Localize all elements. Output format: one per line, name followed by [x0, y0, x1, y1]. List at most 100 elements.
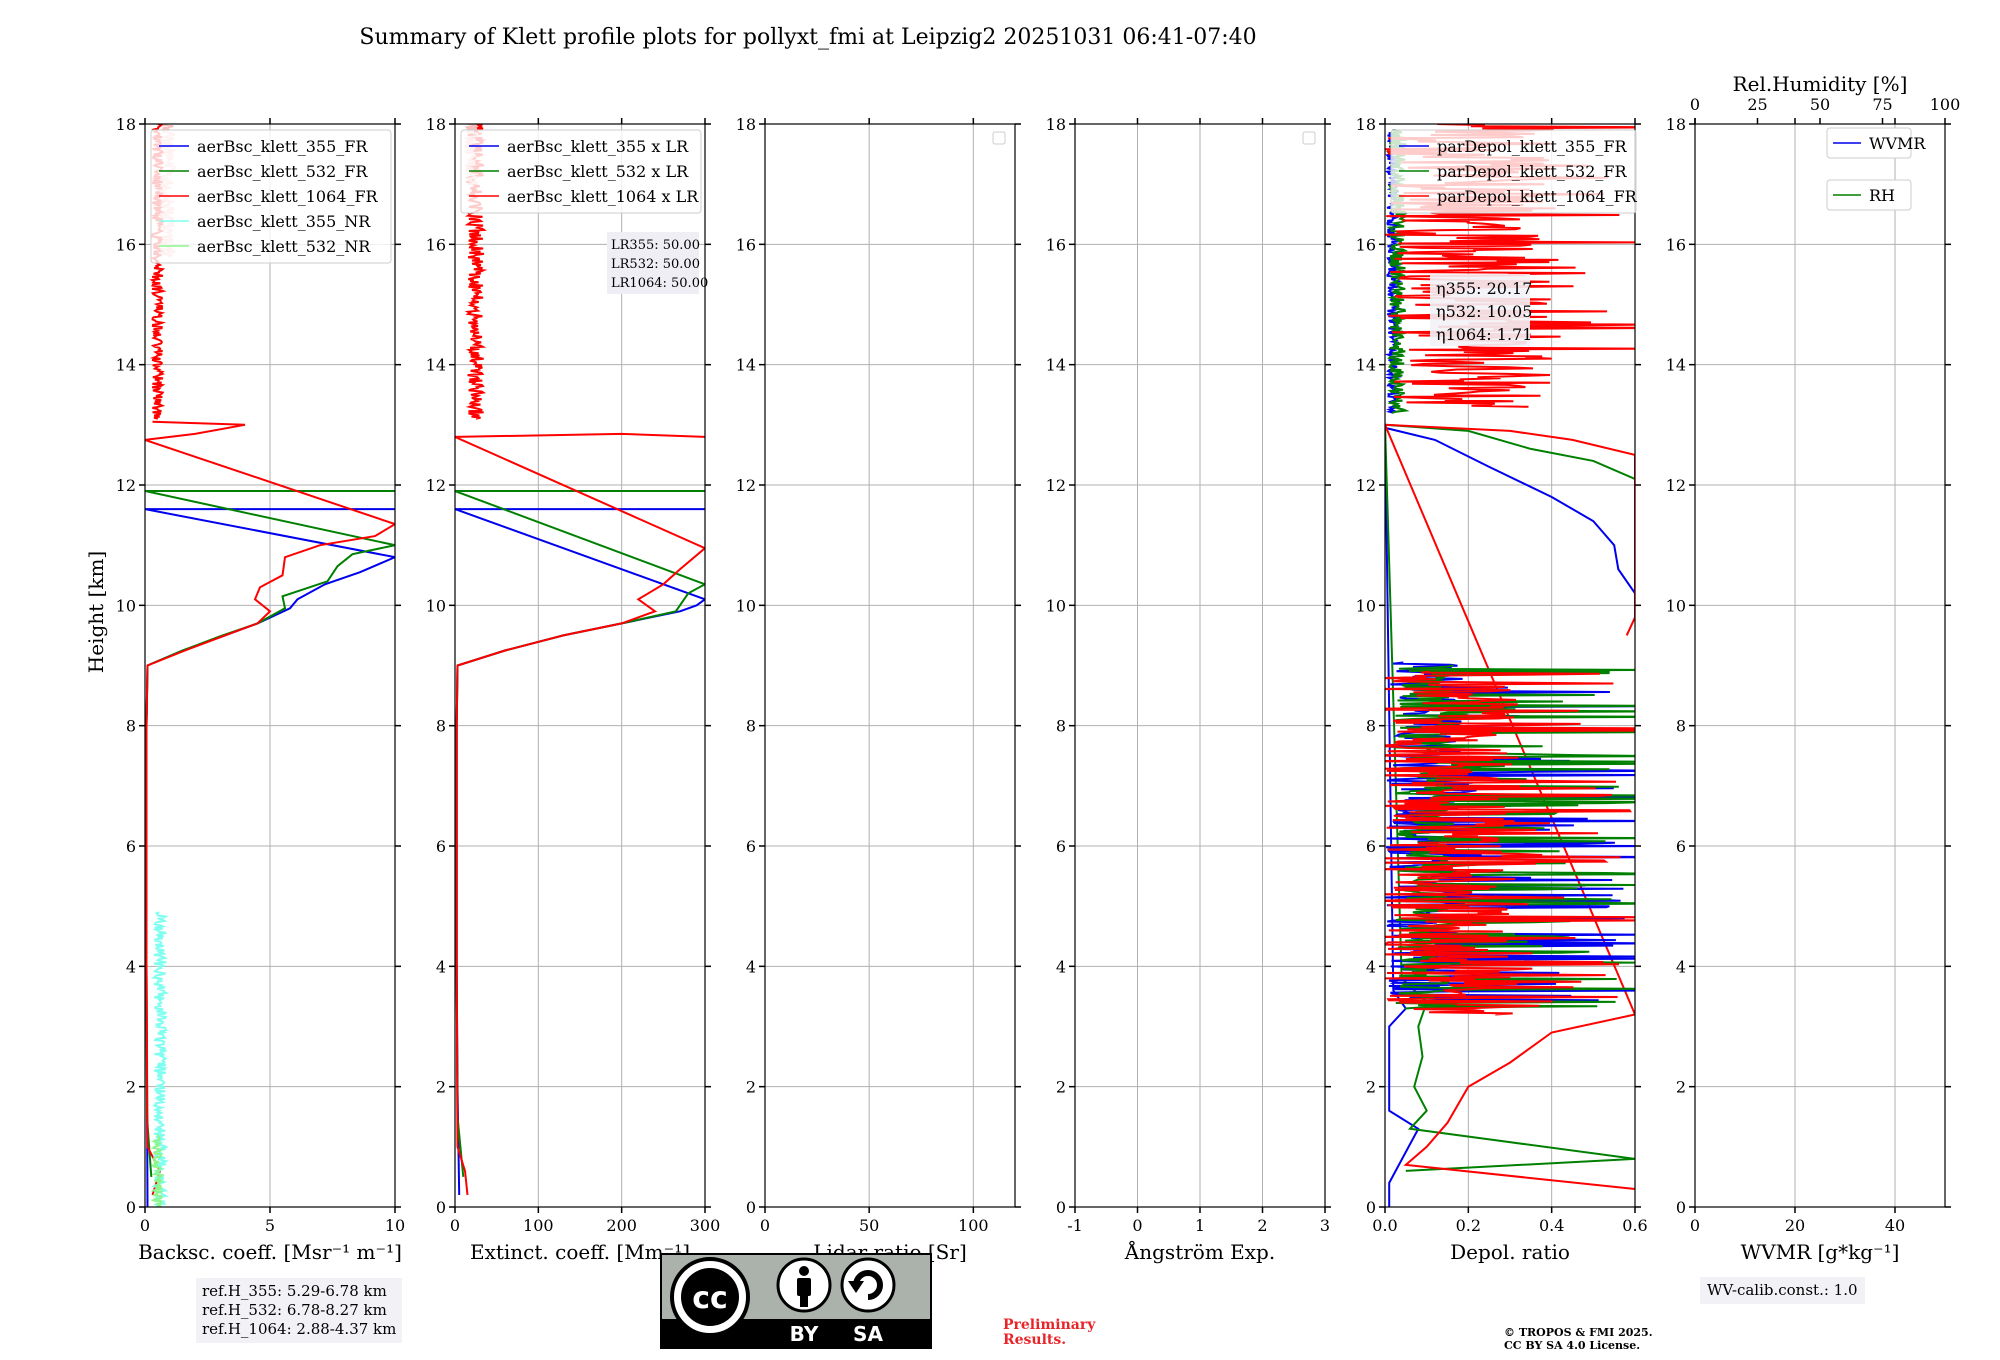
eta-value: η355: 20.17: [1436, 279, 1532, 298]
lr-value: LR532: 50.00: [611, 257, 700, 272]
y-tick-label: 14: [1356, 356, 1376, 375]
axes-frame: [454, 123, 706, 1208]
preliminary-line-1: Preliminary: [1003, 1317, 1096, 1333]
y-tick-label: 14: [426, 356, 446, 375]
y-tick-label: 6: [1056, 837, 1066, 856]
x-tick-label: 100: [523, 1216, 554, 1235]
x-axis-label: WVMR [g*kg⁻¹]: [1741, 1240, 1900, 1264]
y-tick-label: 4: [1366, 957, 1376, 976]
axes-frame: [764, 123, 1016, 1208]
x-tick-label: 1: [1195, 1216, 1205, 1235]
y-tick-label: 16: [426, 235, 446, 254]
y-tick-label: 4: [436, 957, 446, 976]
legend-label: aerBsc_klett_532_FR: [197, 162, 368, 181]
y-tick-label: 6: [746, 837, 756, 856]
legend-label: parDepol_klett_532_FR: [1437, 162, 1628, 181]
legend-label: parDepol_klett_355_FR: [1437, 137, 1628, 156]
y-tick-label: 10: [1046, 596, 1066, 615]
x-axis-label: Backsc. coeff. [Msr⁻¹ m⁻¹]: [138, 1240, 402, 1264]
x-tick-label: 0: [1132, 1216, 1142, 1235]
copyright-note: © TROPOS & FMI 2025. CC BY SA 4.0 License…: [1504, 1326, 1653, 1352]
wv-calib-box: WV-calib.const.: 1.0: [1700, 1277, 1865, 1304]
preliminary-note: Preliminary Results.: [1003, 1318, 1095, 1348]
y-tick-label: 8: [746, 717, 756, 736]
y-tick-label: 6: [1366, 837, 1376, 856]
series-line-ext_532: [455, 490, 705, 1177]
y-tick-label: 16: [1356, 235, 1376, 254]
y-tick-label: 12: [736, 476, 756, 495]
legend-box: [1826, 179, 1912, 211]
x-tick-label: 300: [690, 1216, 721, 1235]
by-text: BY: [790, 1322, 819, 1346]
y-tick-label: 12: [116, 476, 136, 495]
y-tick-label: 6: [126, 837, 136, 856]
y-tick-label: 8: [1676, 717, 1686, 736]
ref-h-532: ref.H_532: 6.78-8.27 km: [202, 1301, 387, 1319]
y-tick-label: 2: [746, 1078, 756, 1097]
series-line-ext_355: [455, 508, 705, 1196]
series-line-pd_1064: [1385, 423, 1635, 1190]
empty-legend-box: [992, 131, 1006, 145]
x-tick-label: 100: [958, 1216, 989, 1235]
y-tick-label: 12: [1356, 476, 1376, 495]
y-tick-label: 10: [426, 596, 446, 615]
y-tick-label: 8: [1056, 717, 1066, 736]
legend-box: [150, 129, 392, 264]
y-tick-label: 18: [736, 115, 756, 134]
copyright-line-1: © TROPOS & FMI 2025.: [1504, 1326, 1653, 1339]
top-x-axis-label: Rel.Humidity [%]: [1733, 72, 1908, 96]
legend-label: WVMR: [1869, 134, 1926, 153]
y-tick-label: 16: [1666, 235, 1686, 254]
eta-value: η1064: 1.71: [1436, 325, 1532, 344]
eta-box: [1430, 274, 1530, 346]
top-x-tick-label: 75: [1872, 95, 1892, 114]
x-tick-label: 0.2: [1456, 1216, 1481, 1235]
figure-title: Summary of Klett profile plots for polly…: [359, 25, 1256, 50]
y-tick-label: 18: [426, 115, 446, 134]
x-axis-label: Extinct. coeff. [Mm⁻¹]: [470, 1240, 690, 1264]
series-line-pd_355: [1385, 426, 1635, 1207]
y-tick-label: 10: [116, 596, 136, 615]
x-tick-label: 200: [606, 1216, 637, 1235]
lr-box: [607, 232, 699, 294]
ref-h-355: ref.H_355: 5.29-6.78 km: [202, 1282, 387, 1300]
legend-label: aerBsc_klett_1064 x LR: [507, 187, 699, 206]
series-group: [145, 124, 395, 1207]
x-tick-label: 0: [450, 1216, 460, 1235]
y-tick-label: 2: [1056, 1078, 1066, 1097]
y-tick-label: 0: [436, 1198, 446, 1217]
legend-label: aerBsc_klett_1064_FR: [197, 187, 379, 206]
y-tick-label: 18: [1666, 115, 1686, 134]
y-tick-label: 4: [126, 957, 136, 976]
empty-legend-box: [1302, 131, 1316, 145]
y-tick-label: 12: [426, 476, 446, 495]
axes-frame: [1384, 123, 1636, 1208]
x-tick-label: 0: [140, 1216, 150, 1235]
y-tick-label: 4: [746, 957, 756, 976]
y-tick-label: 10: [1356, 596, 1376, 615]
top-x-tick-label: 25: [1747, 95, 1767, 114]
y-tick-label: 12: [1666, 476, 1686, 495]
axes-frame: [1694, 123, 1946, 1208]
preliminary-line-2: Results.: [1003, 1332, 1067, 1348]
y-tick-label: 18: [1046, 115, 1066, 134]
x-tick-label: 2: [1257, 1216, 1267, 1235]
eta-value: η532: 10.05: [1436, 302, 1532, 321]
x-tick-label: 0.0: [1372, 1216, 1397, 1235]
legend-label: aerBsc_klett_355_NR: [197, 212, 371, 231]
y-tick-label: 12: [1046, 476, 1066, 495]
x-tick-label: 0: [1690, 1216, 1700, 1235]
x-axis-label: Ångström Exp.: [1124, 1239, 1275, 1264]
x-tick-label: 0: [760, 1216, 770, 1235]
sa-share-alike-icon: [840, 1257, 896, 1313]
series-line-pd_532: [1385, 423, 1635, 1172]
legend-box: [1826, 127, 1912, 159]
x-tick-label: 50: [859, 1216, 879, 1235]
x-tick-label: 0.6: [1622, 1216, 1647, 1235]
top-x-tick-label: 0: [1690, 95, 1700, 114]
y-tick-label: 16: [736, 235, 756, 254]
